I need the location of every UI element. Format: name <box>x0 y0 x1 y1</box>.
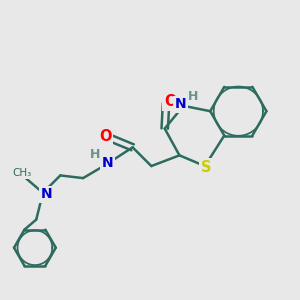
Text: S: S <box>201 160 211 175</box>
Text: N: N <box>175 98 187 112</box>
Text: H: H <box>90 148 100 161</box>
Text: N: N <box>101 156 113 170</box>
Text: CH₃: CH₃ <box>12 168 31 178</box>
Text: H: H <box>188 90 198 103</box>
Text: O: O <box>99 129 111 144</box>
Text: O: O <box>164 94 176 109</box>
Text: N: N <box>40 187 52 201</box>
